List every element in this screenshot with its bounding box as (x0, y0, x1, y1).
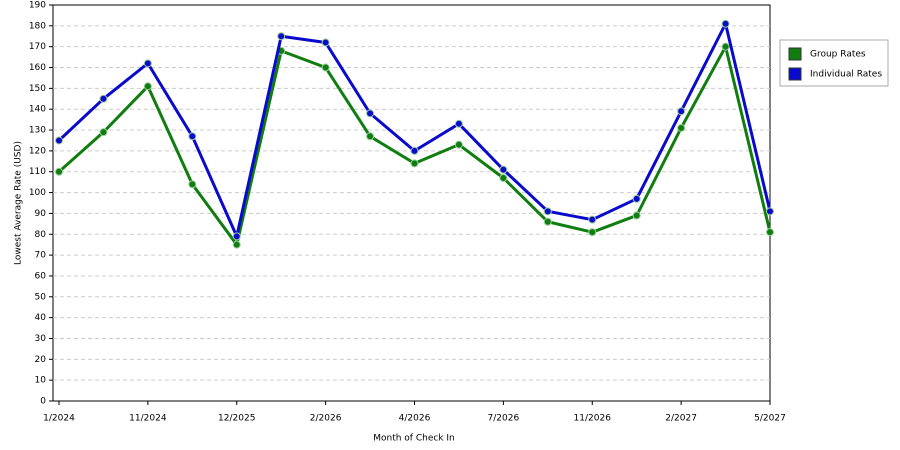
point (632, 194, 641, 203)
point (499, 173, 508, 182)
y-tick-label: 10 (35, 376, 47, 386)
point (766, 228, 774, 237)
point (543, 207, 552, 216)
y-tick-label: 80 (35, 230, 47, 240)
y-tick-label: 140 (29, 105, 46, 115)
point (188, 180, 197, 189)
y-tick-label: 180 (29, 21, 46, 31)
point (143, 82, 152, 91)
point (232, 240, 241, 249)
point (232, 232, 241, 241)
y-tick-label: 130 (29, 126, 46, 136)
legend-swatch (788, 47, 802, 61)
x-axis-title: Month of Check In (373, 434, 455, 444)
y-tick-label: 30 (35, 334, 47, 344)
point (410, 146, 419, 155)
x-tick-label: 11/2024 (129, 414, 167, 424)
point (721, 19, 730, 28)
legend-label: Group Rates (810, 50, 866, 60)
point (321, 63, 330, 72)
y-tick-label: 0 (40, 397, 46, 407)
y-axis-title: Lowest Average Rate (USD) (14, 141, 24, 265)
point (99, 128, 108, 137)
point (55, 167, 63, 176)
point (410, 159, 419, 168)
x-tick-label: 11/2026 (574, 414, 612, 424)
point (721, 42, 730, 51)
x-tick-label: 1/2024 (43, 414, 75, 424)
point (321, 38, 330, 47)
point (143, 59, 152, 68)
point (55, 136, 63, 145)
point (766, 207, 774, 216)
x-tick-label: 2/2026 (310, 414, 342, 424)
point (499, 165, 508, 174)
y-tick-label: 150 (29, 84, 46, 94)
point (454, 140, 463, 149)
point (588, 215, 597, 224)
y-tick-label: 50 (35, 292, 47, 302)
point (454, 119, 463, 128)
point (277, 32, 286, 41)
x-tick-label: 7/2026 (488, 414, 520, 424)
legend-label: Individual Rates (810, 70, 882, 80)
plot-area (52, 4, 771, 402)
point (366, 132, 375, 141)
y-tick-label: 90 (35, 209, 47, 219)
point (543, 217, 552, 226)
x-tick-label: 4/2026 (399, 414, 431, 424)
y-tick-label: 170 (29, 42, 46, 52)
y-tick-label: 70 (35, 251, 47, 261)
y-tick-label: 110 (29, 167, 46, 177)
y-tick-label: 120 (29, 146, 46, 156)
point (99, 94, 108, 103)
point (632, 211, 641, 220)
point (677, 107, 686, 116)
point (366, 109, 375, 118)
y-tick-label: 60 (35, 271, 47, 281)
y-tick-label: 20 (35, 355, 47, 365)
legend-swatch (788, 67, 802, 81)
y-tick-label: 160 (29, 63, 46, 73)
y-tick-label: 40 (35, 313, 47, 323)
y-tick-label: 100 (29, 188, 46, 198)
x-tick-label: 2/2027 (665, 414, 697, 424)
x-tick-label: 5/2027 (754, 414, 786, 424)
x-tick-label: 12/2025 (218, 414, 255, 424)
point (677, 123, 686, 132)
y-tick-label: 190 (29, 1, 46, 11)
point (188, 132, 197, 141)
point (588, 228, 597, 237)
